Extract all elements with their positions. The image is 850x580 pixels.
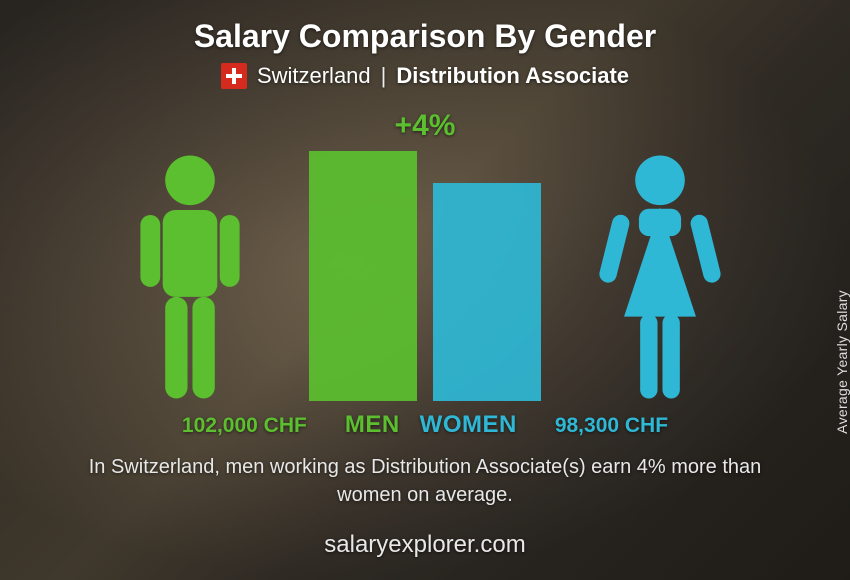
country-label: Switzerland bbox=[257, 63, 371, 89]
subtitle: Switzerland | Distribution Associate bbox=[0, 63, 850, 89]
page-title: Salary Comparison By Gender bbox=[0, 0, 850, 55]
male-person-icon bbox=[125, 153, 255, 401]
chart-labels: 102,000 CHF MEN WOMEN 98,300 CHF bbox=[105, 411, 745, 439]
job-title: Distribution Associate bbox=[396, 63, 629, 89]
swiss-flag-icon bbox=[221, 63, 247, 89]
female-bar bbox=[433, 183, 541, 401]
caption-text: In Switzerland, men working as Distribut… bbox=[0, 453, 850, 509]
y-axis-label: Average Yearly Salary bbox=[834, 290, 850, 434]
female-category-label: WOMEN bbox=[420, 411, 517, 439]
female-salary-value: 98,300 CHF bbox=[555, 414, 668, 438]
male-bar bbox=[309, 151, 417, 401]
separator: | bbox=[381, 63, 387, 89]
male-salary-value: 102,000 CHF bbox=[182, 414, 307, 438]
comparison-chart: +4% 102,000 CHF MEN WOMEN bbox=[105, 109, 745, 439]
female-person-icon bbox=[595, 153, 725, 401]
male-category-label: MEN bbox=[345, 411, 400, 439]
brand-label: salaryexplorer.com bbox=[0, 531, 850, 559]
percent-difference-label: +4% bbox=[395, 109, 456, 143]
